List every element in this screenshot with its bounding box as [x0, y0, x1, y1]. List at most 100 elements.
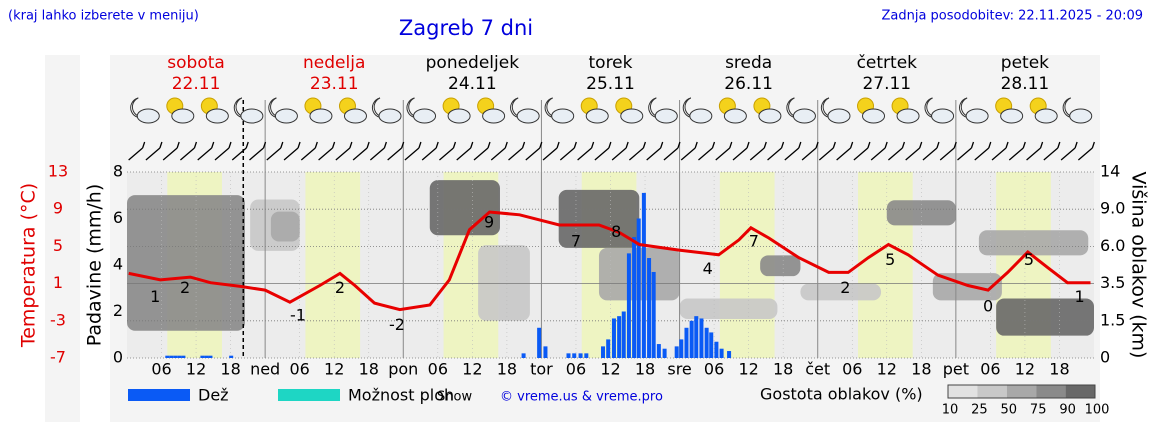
y2-tick-label: 0	[1100, 348, 1110, 367]
precip-bar	[229, 355, 234, 358]
wind-barb	[749, 147, 765, 161]
cloud-icon	[343, 108, 367, 124]
cloud-icon	[654, 108, 678, 124]
wind-barb-feather	[383, 141, 388, 149]
precip-bar	[679, 339, 684, 358]
precip-bar	[584, 353, 589, 358]
legend-swatch	[278, 389, 340, 401]
density-swatch	[948, 385, 978, 398]
wind-barb-feather	[1022, 141, 1026, 149]
wind-barb-feather	[521, 141, 526, 149]
cloud-icon	[274, 108, 298, 124]
wind-barb	[421, 147, 437, 161]
wind-barb	[439, 147, 454, 161]
wind-barb-feather	[936, 141, 940, 149]
wind-barb	[957, 147, 972, 161]
cloud-area	[478, 245, 530, 321]
y2-tick-label: 1.5	[1100, 310, 1125, 329]
precip-bar	[204, 355, 209, 358]
temperature-label: 2	[840, 278, 850, 297]
density-level-label: 50	[1001, 403, 1018, 418]
wind-barb-feather	[729, 141, 733, 149]
precip-bar	[572, 353, 577, 358]
wind-barb-feather	[331, 141, 336, 149]
day-date: 26.11	[724, 74, 773, 94]
wind-barb	[646, 147, 662, 161]
y2-tick-label: 6.0	[1100, 236, 1125, 255]
day-name: sobota	[167, 53, 225, 73]
wind-barb-feather	[1074, 141, 1078, 149]
precip-bar	[537, 327, 542, 358]
cloud-icon	[896, 108, 920, 124]
density-level-label: 25	[971, 403, 988, 418]
wind-barb	[1077, 147, 1093, 161]
wind-barb-feather	[452, 141, 457, 149]
x-tick-label: 12	[738, 360, 758, 379]
wind-barb	[283, 147, 299, 161]
y-tick-label: 0	[113, 348, 123, 367]
wind-barb-feather	[1057, 141, 1061, 149]
chart-title: Zagreb 7 dni	[399, 16, 533, 40]
cloud-icon	[516, 108, 540, 124]
wind-barb	[1060, 147, 1076, 161]
wind-barb-feather	[314, 141, 318, 149]
x-tick-label: 18	[1049, 360, 1069, 379]
temperature-label: 7	[571, 231, 581, 250]
precip-bar	[636, 218, 641, 358]
wind-barb	[784, 147, 800, 161]
cloud-icon	[1034, 108, 1058, 124]
wind-barb	[525, 147, 541, 161]
precip-bar	[521, 353, 526, 358]
precip-bar	[719, 348, 724, 358]
wind-barb-feather	[953, 141, 957, 149]
x-tick-label: 12	[877, 360, 897, 379]
wind-barb-feather	[539, 141, 543, 149]
x-tick-label: 12	[324, 360, 344, 379]
cloud-icon	[413, 108, 437, 124]
updated: Zadnja posodobitev: 22.11.2025 - 20:09	[881, 9, 1143, 24]
wind-barb	[1008, 147, 1024, 161]
wind-barb	[611, 147, 627, 161]
x-tick-label: 06	[704, 360, 724, 379]
wind-barb-feather	[608, 141, 612, 149]
cloud-area	[978, 230, 1089, 256]
precip-bar	[674, 346, 679, 358]
day-date: 28.11	[1001, 74, 1050, 94]
wind-barb-feather	[970, 141, 975, 149]
temperature-label: 0	[983, 296, 993, 315]
cloud-icon	[758, 108, 782, 124]
legend-label: Možnost ploh	[348, 386, 454, 405]
wind-barb	[542, 147, 558, 161]
wind-barb-feather	[193, 141, 198, 149]
wind-barb-feather	[867, 141, 871, 149]
cloud-icon	[689, 108, 713, 124]
wind-barb-feather	[573, 141, 577, 149]
density-level-label: 100	[1085, 403, 1110, 418]
precip-bar	[704, 327, 709, 358]
cloud-icon	[585, 108, 609, 124]
wind-barb	[698, 147, 713, 161]
density-swatch	[1065, 385, 1095, 398]
wind-barb-feather	[245, 141, 249, 149]
density-level-label: 10	[942, 403, 959, 418]
cloud-icon	[309, 108, 333, 124]
cloud-icon	[723, 108, 747, 124]
x-tick-label: 12	[186, 360, 206, 379]
wind-barb-feather	[677, 141, 681, 149]
day-name: sreda	[725, 53, 772, 73]
temperature-label: 1	[1075, 287, 1085, 306]
day-date: 24.11	[448, 74, 497, 94]
wind-barb	[732, 147, 748, 161]
precip-bar	[709, 332, 714, 358]
wind-barb-feather	[798, 141, 802, 149]
precip-bar	[656, 344, 661, 358]
wind-barb	[508, 147, 523, 161]
cloud-icon	[1069, 108, 1093, 124]
temperature-line	[128, 210, 1091, 312]
day-name: torek	[589, 53, 633, 73]
day-name: ponedeljek	[426, 53, 520, 73]
y-tick-label: 6	[113, 208, 123, 227]
wind-barb-feather	[297, 141, 301, 149]
y-tick-label: 8	[113, 162, 123, 181]
